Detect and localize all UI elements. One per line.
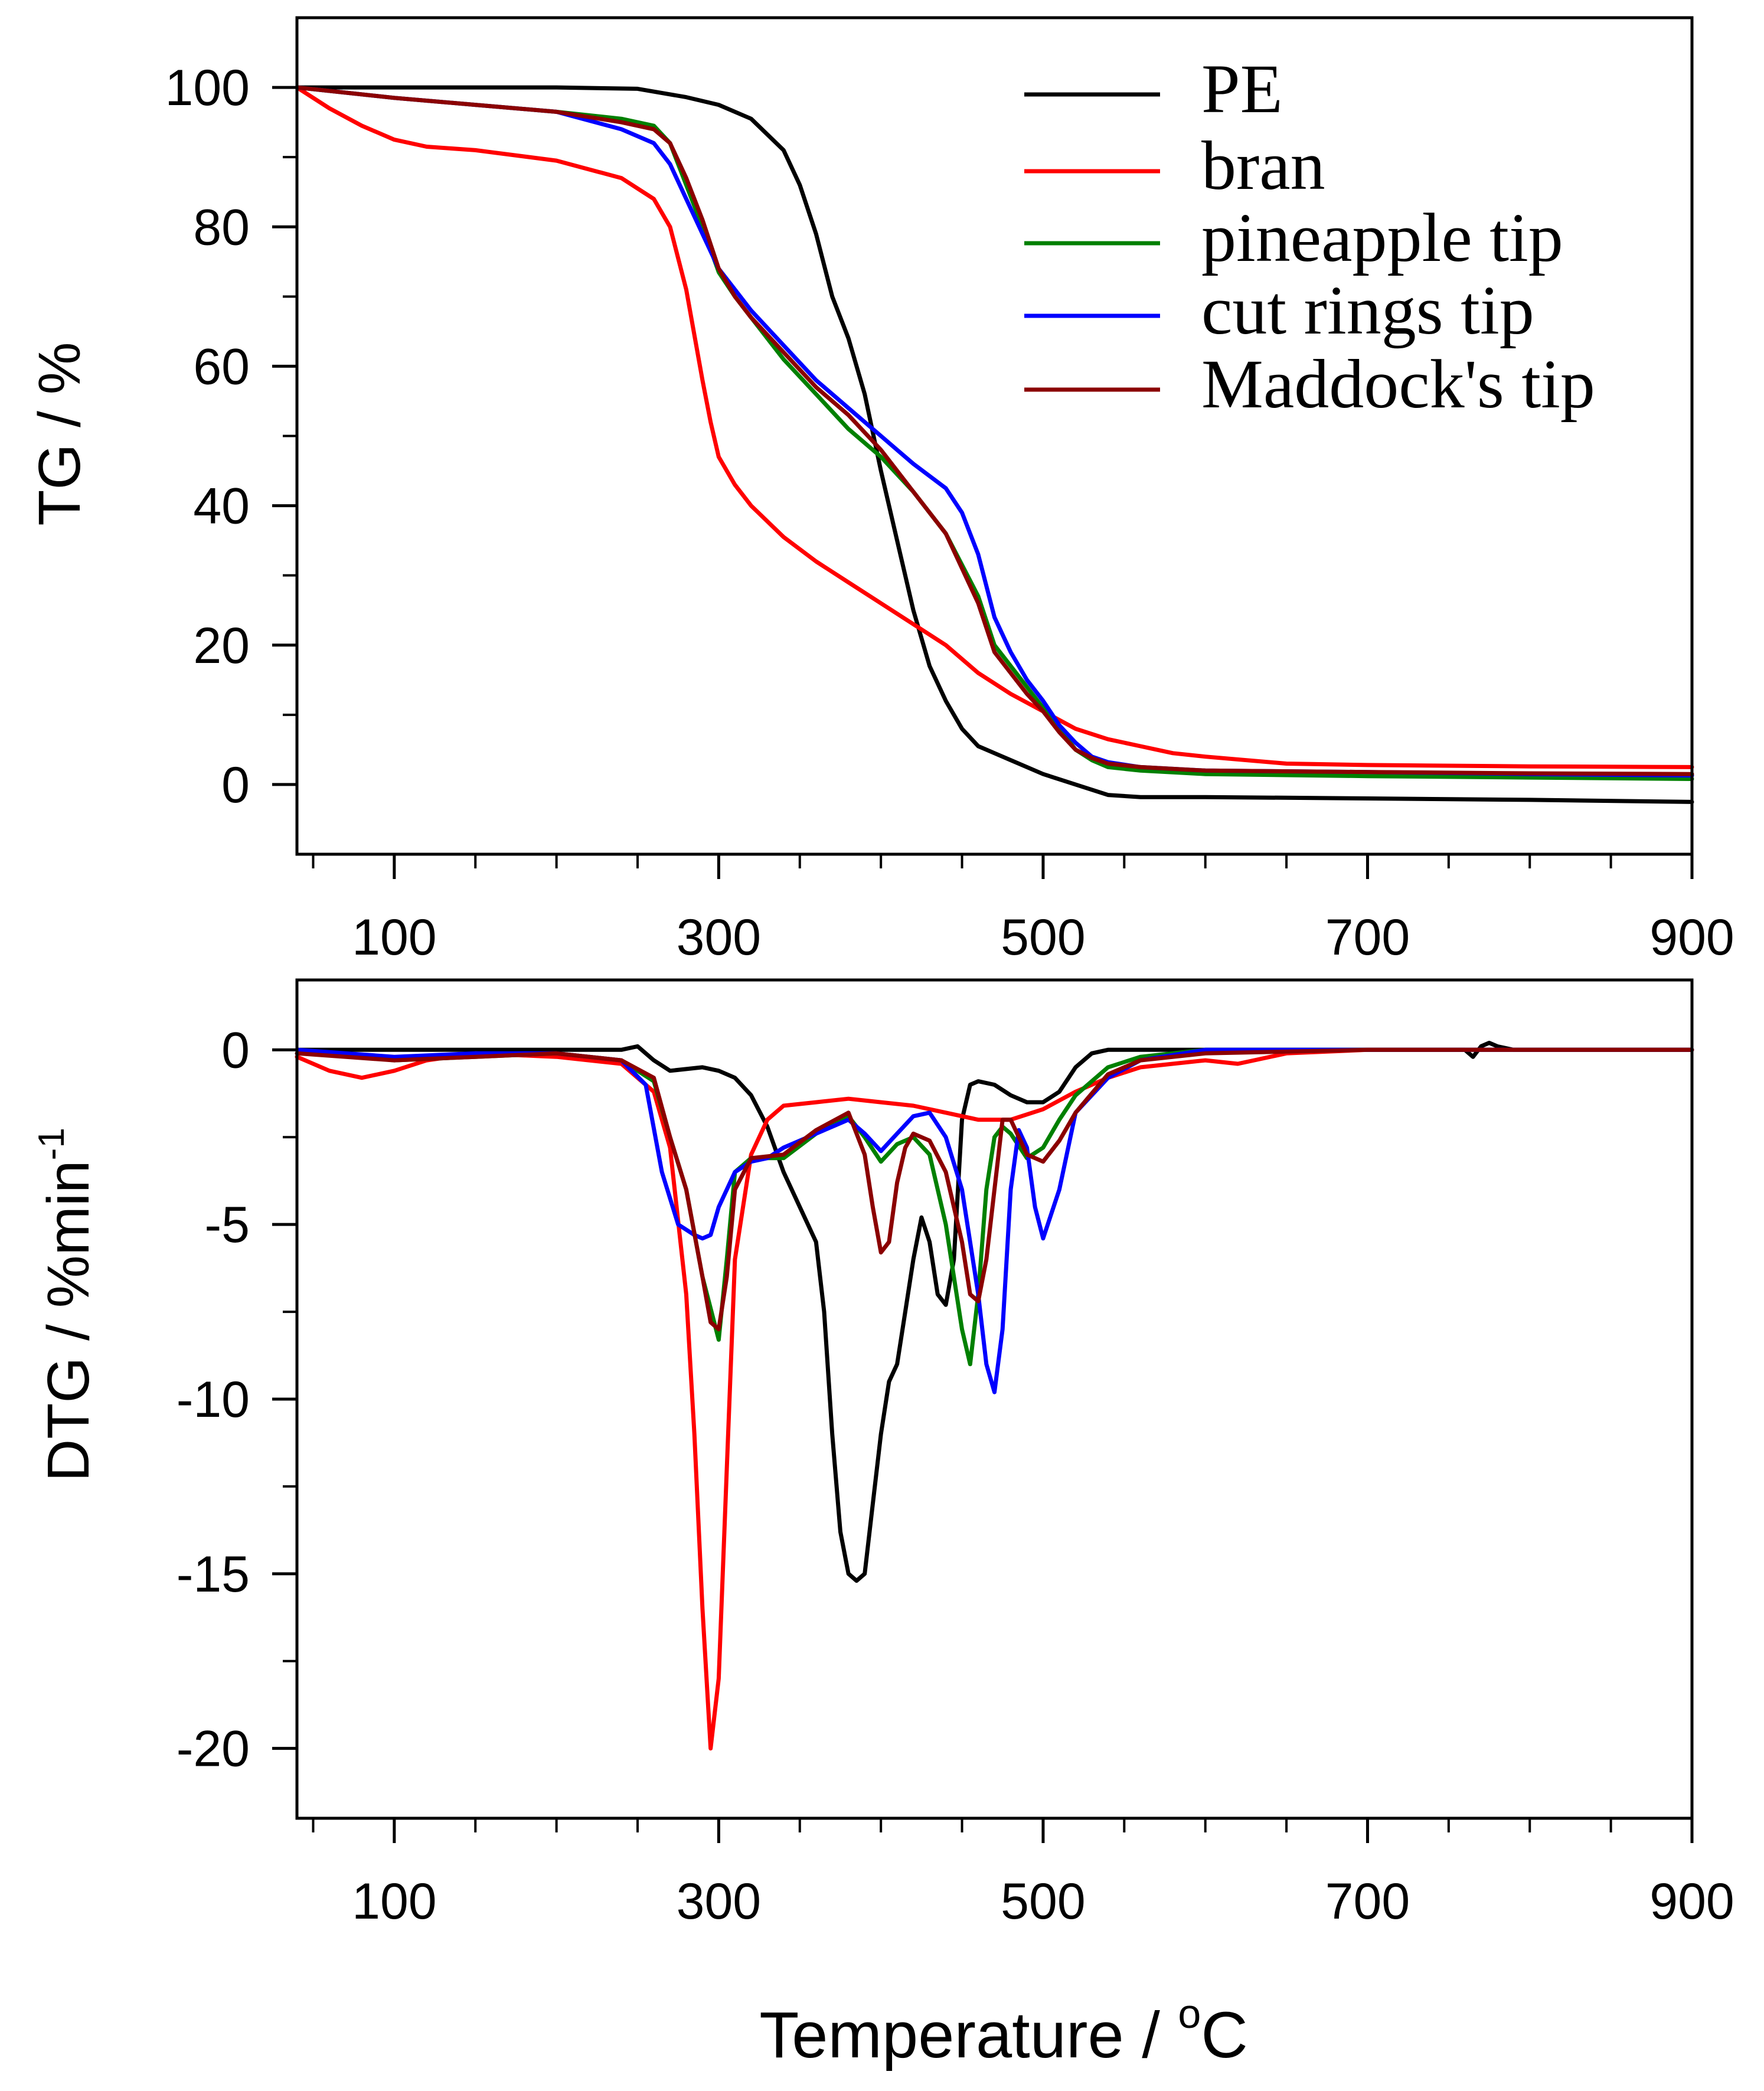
legend-label-maddocks-tip: Maddock's tip <box>1201 345 1595 423</box>
dtg-y-tick-label: 0 <box>221 1022 250 1079</box>
dtg-series-pe <box>295 1041 1694 1583</box>
tg-series-maddock-s-tip <box>295 85 1694 776</box>
tg-y-axis-label: TG / % <box>27 342 93 525</box>
tg-y-tick-label: 100 <box>165 60 250 116</box>
dtg-y-tick-label: -15 <box>177 1546 250 1603</box>
tg-y-tick-label: 40 <box>193 478 250 535</box>
tg-x-tick-label: 700 <box>1325 909 1410 966</box>
dtg-series-maddock-s-tip <box>295 1047 1694 1332</box>
tg-series-bran <box>295 85 1694 769</box>
tg-series-pineapple-tip <box>295 85 1694 781</box>
legend: PE bran pineapple tip cut rings tip Madd… <box>1024 50 1595 423</box>
dtg-x-tick-label: 100 <box>352 1873 437 1930</box>
tg-x-tick-label: 300 <box>677 909 762 966</box>
tg-y-tick-label: 60 <box>193 338 250 395</box>
dtg-y-axis-label-main: DTG / %min <box>35 1160 102 1481</box>
dtg-x-tick-label: 300 <box>677 1873 762 1930</box>
dtg-y-tick-label: -10 <box>177 1371 250 1428</box>
dtg-axis-ticks: 100 300 500 700 900 0 -5 -10 -15 -20 <box>177 1022 1734 1930</box>
tg-panel: 100 300 500 700 900 0 20 40 60 80 100 TG / % PE br… <box>27 16 1734 966</box>
tg-series-pe <box>295 85 1694 804</box>
dtg-y-tick-label: -5 <box>205 1197 250 1253</box>
x-axis-label-main: Temperature / <box>759 1999 1178 2072</box>
dtg-x-tick-label: 700 <box>1325 1873 1410 1930</box>
tg-y-tick-label: 0 <box>221 757 250 813</box>
legend-label-cut-rings-tip: cut rings tip <box>1201 272 1534 349</box>
dtg-panel: 100 300 500 700 900 0 -5 -10 -15 -20 DTG / %min-1… <box>31 978 1734 2072</box>
tg-y-tick-label: 80 <box>193 199 250 256</box>
x-axis-label-degree: o <box>1178 1991 1201 2037</box>
dtg-series-cut-rings-tip <box>295 1047 1694 1394</box>
dtg-x-tick-label: 900 <box>1649 1873 1734 1930</box>
tg-series-lines <box>295 85 1694 804</box>
tg-x-tick-label: 500 <box>1001 909 1086 966</box>
dtg-y-axis-label-sup: -1 <box>31 1128 72 1160</box>
x-axis-label-unit: C <box>1201 1999 1247 2072</box>
tg-y-tick-label: 20 <box>193 618 250 674</box>
dtg-series-lines <box>295 1041 1694 1751</box>
x-axis-label: Temperature / oC <box>759 1991 1248 2072</box>
tg-x-tick-label: 900 <box>1649 909 1734 966</box>
dtg-y-axis-label: DTG / %min-1 <box>31 1128 102 1482</box>
dtg-y-tick-label: -20 <box>177 1721 250 1778</box>
legend-label-bran: bran <box>1201 127 1325 204</box>
legend-label-pe: PE <box>1201 50 1283 128</box>
legend-label-pineapple-tip: pineapple tip <box>1201 199 1563 276</box>
dtg-x-tick-label: 500 <box>1001 1873 1086 1930</box>
tg-x-tick-label: 100 <box>352 909 437 966</box>
tg-axis-ticks: 100 300 500 700 900 0 20 40 60 80 100 <box>165 60 1734 966</box>
